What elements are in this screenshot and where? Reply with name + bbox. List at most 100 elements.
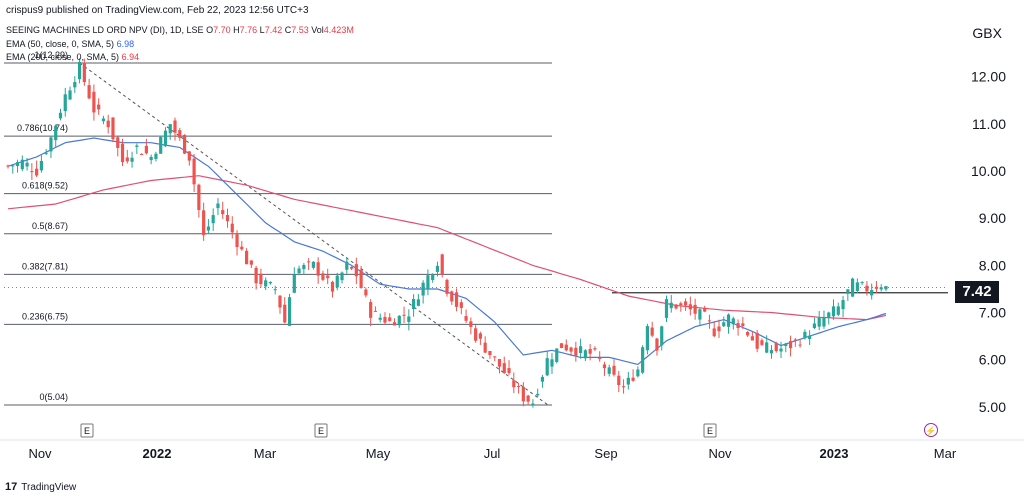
currency-label: GBX: [972, 25, 1002, 41]
candle-body: [135, 145, 139, 147]
candle-body: [73, 82, 77, 88]
candle-body: [679, 303, 683, 306]
candle-body: [25, 162, 29, 167]
x-tick-label: Mar: [934, 446, 957, 461]
candle-body: [311, 261, 315, 268]
candle-body: [731, 318, 735, 325]
candle-body: [321, 273, 325, 280]
axes: 12.00 11.00 10.00 9.00 8.00 7.00 6.00 5.00 Nov 20…: [0, 69, 1024, 461]
candle-body: [717, 326, 721, 332]
candle-body: [483, 342, 487, 353]
candle-body: [402, 314, 406, 316]
candle-body: [531, 403, 535, 406]
candle-body: [626, 377, 630, 385]
candle-body: [225, 215, 230, 222]
candle-body: [741, 323, 745, 327]
event-box: [80, 423, 94, 438]
candle-body: [526, 395, 530, 402]
tradingview-logo: 17: [5, 481, 18, 493]
tradingview-brand: TradingView: [21, 481, 77, 493]
candle-body: [521, 386, 525, 402]
volume-label: Vol: [311, 25, 324, 35]
ohlc-open: 7.70: [213, 25, 231, 35]
candlestick-series: [6, 58, 888, 408]
candle-body: [850, 278, 855, 297]
candle-body: [97, 104, 101, 110]
candle-body: [283, 304, 287, 323]
candle-body: [865, 285, 869, 292]
candle-body: [440, 254, 444, 275]
candle-body: [550, 359, 554, 367]
candle-body: [106, 120, 110, 128]
candle-body: [827, 312, 831, 318]
candle-body: [87, 85, 91, 99]
candle-body: [760, 340, 764, 345]
event-circle: [924, 423, 938, 437]
candle-body: [750, 336, 754, 341]
candle-body: [631, 377, 635, 381]
x-tick-label: 2022: [143, 446, 172, 461]
candle-body: [130, 157, 134, 162]
candle-body: [407, 316, 411, 322]
event-box: [314, 423, 328, 438]
candle-body: [426, 275, 430, 290]
candle-body: [116, 137, 120, 148]
candle-body: [655, 338, 659, 351]
candle-body: [559, 343, 564, 348]
y-tick-label: 12.00: [971, 69, 1006, 85]
candle-body: [884, 286, 888, 290]
candle-body: [206, 226, 211, 231]
candle-body: [588, 348, 592, 354]
candle-body: [168, 124, 172, 134]
trend-line: [79, 62, 549, 406]
candle-body: [125, 157, 129, 162]
ema200-legend: EMA (200, close, 0, SMA, 5) 6.94: [6, 52, 139, 62]
candle-body: [445, 279, 449, 294]
candle-body: [192, 158, 196, 185]
candle-body: [345, 261, 349, 270]
event-label: E: [707, 426, 713, 436]
candle-body: [459, 302, 463, 308]
candle-body: [235, 234, 239, 248]
candle-body: [68, 90, 72, 100]
candle-body: [278, 295, 282, 308]
candle-body: [545, 358, 549, 376]
candle-body: [330, 281, 335, 292]
candle-body: [464, 316, 468, 321]
x-tick-label: Nov: [708, 446, 732, 461]
symbol-legend: SEEING MACHINES LD ORD NPV (DI), 1D, LSE…: [6, 25, 354, 35]
candle-body: [688, 304, 692, 310]
candle-body: [49, 137, 53, 152]
candle-body: [664, 299, 669, 318]
candle-body: [765, 342, 769, 353]
symbol-name: SEEING MACHINES LD ORD NPV (DI), 1D, LSE: [6, 25, 204, 35]
ohlc-l-label: L: [259, 25, 265, 35]
candle-body: [388, 317, 392, 321]
candle-body: [860, 282, 864, 284]
last-price-label: 7.42: [955, 281, 999, 303]
candle-body: [583, 350, 587, 359]
ema50-line: [7, 137, 887, 366]
ema50-label: EMA (50, close, 0, SMA, 5): [6, 39, 115, 49]
candle-body: [774, 343, 778, 352]
candle-body: [292, 274, 296, 293]
candle-body: [808, 335, 812, 340]
candle-body: [497, 359, 502, 367]
candle-body: [846, 289, 850, 294]
x-tick-label: Mar: [254, 446, 277, 461]
candle-body: [120, 143, 125, 163]
candle-body: [536, 393, 540, 396]
candle-body: [197, 184, 201, 211]
candle-body: [268, 281, 273, 284]
candle-body: [493, 356, 497, 358]
candle-body: [746, 332, 750, 336]
candle-body: [870, 289, 874, 296]
candle-body: [39, 160, 44, 171]
fib-label: 1(12.29): [34, 50, 68, 60]
candle-body: [15, 162, 20, 166]
candle-body: [516, 386, 521, 388]
candle-body: [607, 367, 611, 374]
candle-body: [726, 314, 731, 327]
candle-body: [555, 348, 559, 362]
